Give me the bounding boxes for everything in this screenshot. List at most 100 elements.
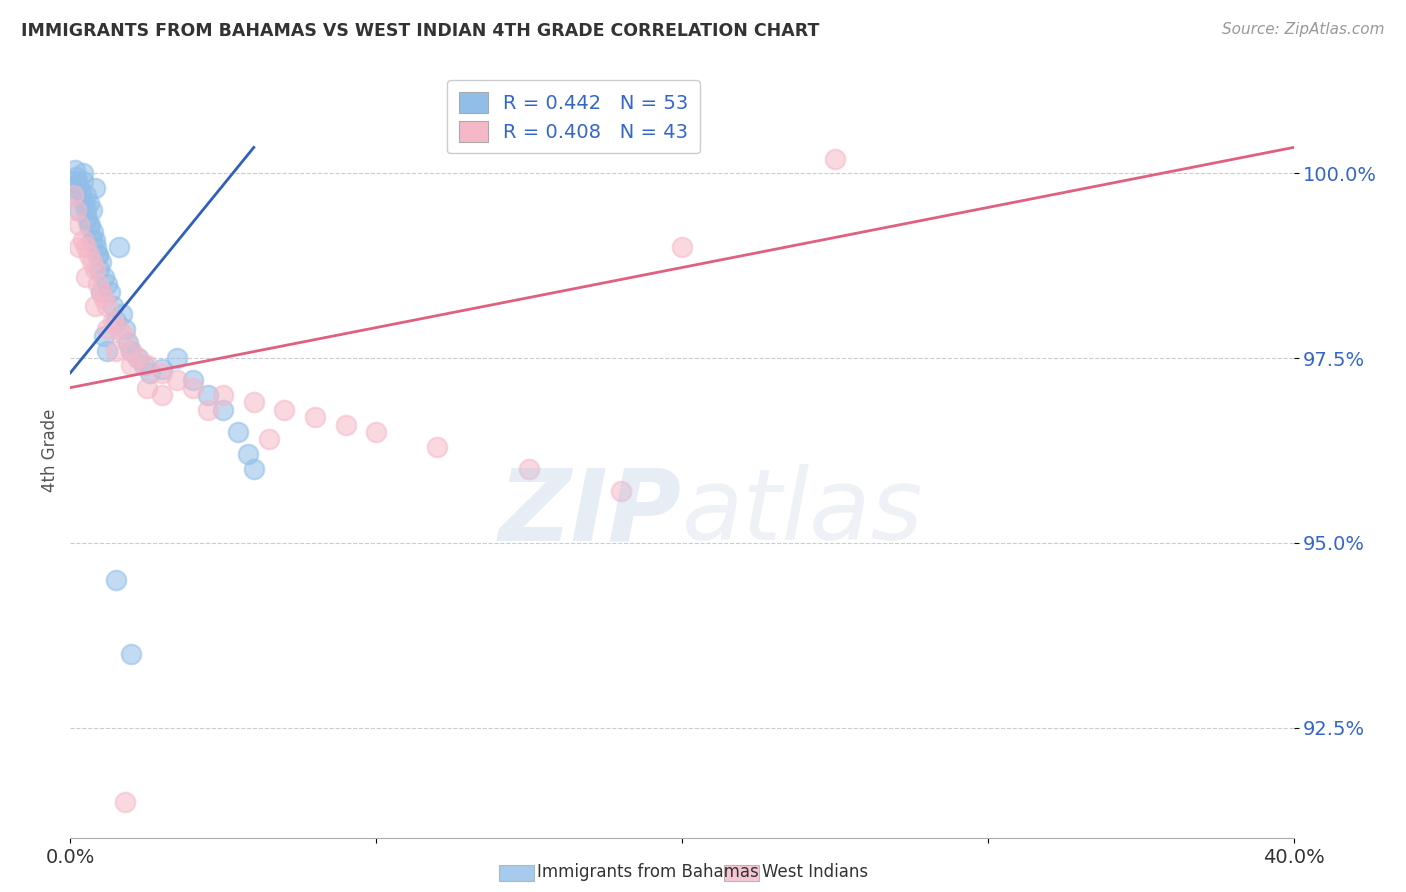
Point <box>108 321 131 335</box>
Point <box>121 359 143 373</box>
Point <box>610 484 633 499</box>
Point <box>243 395 266 409</box>
Point <box>63 162 86 177</box>
Point <box>80 203 103 218</box>
FancyBboxPatch shape <box>724 865 759 881</box>
Point <box>87 277 110 292</box>
Point <box>84 240 107 254</box>
Point <box>105 314 128 328</box>
Point <box>181 373 204 387</box>
Point <box>824 152 846 166</box>
Point <box>66 178 89 192</box>
Point <box>108 240 131 254</box>
Point <box>98 285 121 299</box>
Point <box>114 795 136 809</box>
Point <box>114 329 136 343</box>
Point <box>80 233 103 247</box>
Point <box>75 203 97 218</box>
Point <box>139 366 162 380</box>
Point <box>273 402 295 417</box>
Point <box>150 366 173 380</box>
Text: ZIP: ZIP <box>499 464 682 561</box>
Point <box>117 336 139 351</box>
Point <box>69 240 91 254</box>
Point <box>114 321 136 335</box>
Point <box>121 343 143 358</box>
Point <box>197 388 219 402</box>
Point <box>90 285 112 299</box>
Point <box>75 240 97 254</box>
Point <box>65 203 87 218</box>
Point <box>366 425 388 439</box>
Point <box>236 447 259 461</box>
FancyBboxPatch shape <box>499 865 534 881</box>
Point <box>72 174 94 188</box>
Point <box>90 285 112 299</box>
Point <box>87 247 110 261</box>
Point <box>150 388 173 402</box>
Point <box>671 240 693 254</box>
Point <box>83 233 105 247</box>
Point <box>75 188 97 202</box>
Point <box>73 195 96 210</box>
Point <box>69 188 91 202</box>
Point <box>90 255 112 269</box>
Text: IMMIGRANTS FROM BAHAMAS VS WEST INDIAN 4TH GRADE CORRELATION CHART: IMMIGRANTS FROM BAHAMAS VS WEST INDIAN 4… <box>21 22 820 40</box>
Point <box>121 647 143 661</box>
Point <box>89 262 111 277</box>
Point <box>75 269 97 284</box>
Point <box>304 410 326 425</box>
Point <box>197 402 219 417</box>
Point <box>65 169 87 184</box>
Point <box>132 359 155 373</box>
Point <box>72 233 94 247</box>
Point <box>93 292 115 306</box>
Point <box>83 262 105 277</box>
Point <box>96 299 118 313</box>
Point <box>335 417 357 432</box>
Point <box>77 195 100 210</box>
Point <box>82 226 104 240</box>
Point <box>80 255 103 269</box>
Point <box>121 343 143 358</box>
Text: Immigrants from Bahamas: Immigrants from Bahamas <box>537 863 759 881</box>
Point <box>96 321 118 335</box>
Text: West Indians: West Indians <box>762 863 868 881</box>
Point <box>181 381 204 395</box>
Point <box>77 218 100 232</box>
Point <box>127 351 149 365</box>
Point <box>517 462 540 476</box>
Point <box>212 388 235 402</box>
Point <box>79 218 101 232</box>
Point <box>83 181 105 195</box>
Point <box>87 247 110 261</box>
Point <box>228 425 250 439</box>
Point <box>135 381 157 395</box>
Point <box>135 359 157 373</box>
Point <box>93 329 115 343</box>
Point <box>166 373 188 387</box>
Point <box>62 188 84 202</box>
Point <box>105 573 128 587</box>
Point <box>69 203 91 218</box>
Point <box>76 211 98 225</box>
Point <box>62 174 84 188</box>
Point <box>101 299 124 313</box>
Point <box>243 462 266 476</box>
Point <box>127 351 149 365</box>
Point <box>72 166 94 180</box>
Point <box>65 181 87 195</box>
Point <box>426 440 449 454</box>
Point <box>150 362 173 376</box>
Point <box>101 314 124 328</box>
Point <box>77 247 100 261</box>
Text: Source: ZipAtlas.com: Source: ZipAtlas.com <box>1222 22 1385 37</box>
Point <box>111 307 134 321</box>
Point <box>96 343 118 358</box>
Legend: R = 0.442   N = 53, R = 0.408   N = 43: R = 0.442 N = 53, R = 0.408 N = 43 <box>447 80 700 153</box>
Point <box>93 269 115 284</box>
Point <box>105 343 128 358</box>
Point <box>83 299 105 313</box>
Point <box>212 402 235 417</box>
Y-axis label: 4th Grade: 4th Grade <box>41 409 59 492</box>
